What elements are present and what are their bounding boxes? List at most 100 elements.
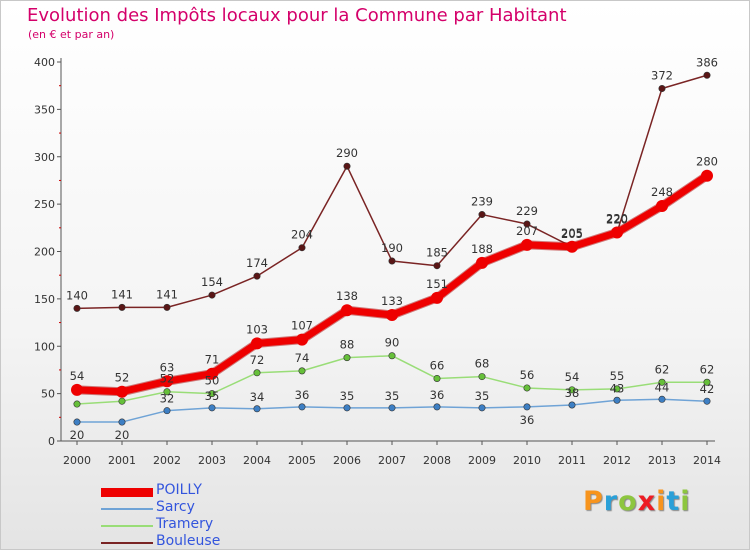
data-point-tramery xyxy=(163,388,171,396)
y-tick-label: 100 xyxy=(34,340,55,353)
data-point-tramery xyxy=(208,390,216,398)
data-label-tramery: 90 xyxy=(385,336,400,350)
x-tick-label: 2008 xyxy=(423,454,451,467)
data-label-tramery: 55 xyxy=(610,369,625,383)
series-line-bouleuse xyxy=(76,74,708,310)
x-tick-label: 2002 xyxy=(153,454,181,467)
data-label-sarcy: 36 xyxy=(520,413,535,427)
data-label-poilly: 188 xyxy=(471,242,493,256)
y-tick-label: 50 xyxy=(41,388,55,401)
data-label-bouleuse: 220 xyxy=(606,213,628,227)
data-point-sarcy xyxy=(253,405,261,413)
data-label-poilly: 248 xyxy=(651,185,673,199)
data-point-tramery xyxy=(298,367,306,375)
logo-letter: i xyxy=(656,486,667,517)
data-label-poilly: 138 xyxy=(336,289,358,303)
data-point-tramery xyxy=(478,373,486,381)
data-point-sarcy xyxy=(433,403,441,411)
data-point-bouleuse xyxy=(118,303,126,311)
data-point-poilly xyxy=(161,375,173,388)
legend-swatch xyxy=(101,542,153,544)
data-label-bouleuse: 239 xyxy=(471,195,493,209)
data-point-poilly xyxy=(206,367,218,380)
x-tick-label: 2010 xyxy=(513,454,541,467)
logo-letter: o xyxy=(618,486,638,517)
data-label-bouleuse: 372 xyxy=(651,69,673,83)
data-label-sarcy: 35 xyxy=(475,389,490,403)
data-label-sarcy: 20 xyxy=(70,428,85,442)
x-tick-label: 2009 xyxy=(468,454,496,467)
data-point-sarcy xyxy=(568,401,576,409)
y-tick-label: 350 xyxy=(34,103,55,116)
data-point-tramery xyxy=(523,384,531,392)
data-label-sarcy: 35 xyxy=(205,389,220,403)
data-point-bouleuse xyxy=(163,303,171,311)
data-label-poilly: 107 xyxy=(291,319,313,333)
data-point-tramery xyxy=(433,374,441,382)
data-point-poilly xyxy=(701,169,713,182)
data-label-tramery: 52 xyxy=(160,372,175,386)
y-tick-label: 0 xyxy=(48,435,55,448)
data-label-poilly: 71 xyxy=(205,353,220,367)
data-label-sarcy: 34 xyxy=(250,390,265,404)
data-point-sarcy xyxy=(298,403,306,411)
logo-letter: t xyxy=(666,486,681,517)
data-label-tramery: 68 xyxy=(475,357,490,371)
data-point-sarcy xyxy=(208,404,216,412)
data-label-bouleuse: 386 xyxy=(696,55,718,69)
legend-label: Sarcy xyxy=(156,499,195,515)
legend-label: Bouleuse xyxy=(156,533,221,549)
data-point-poilly xyxy=(566,240,578,253)
data-label-bouleuse: 190 xyxy=(381,241,403,255)
data-point-poilly xyxy=(476,256,488,269)
data-point-bouleuse xyxy=(703,71,711,79)
x-tick-label: 2000 xyxy=(63,454,91,467)
data-label-bouleuse: 185 xyxy=(426,246,448,260)
data-label-poilly: 52 xyxy=(115,371,130,385)
data-label-sarcy: 36 xyxy=(430,388,445,402)
data-point-sarcy xyxy=(163,407,171,415)
chart-title: Evolution des Impôts locaux pour la Comm… xyxy=(27,5,567,26)
data-label-tramery: 88 xyxy=(340,338,355,352)
data-label-bouleuse: 229 xyxy=(516,204,538,218)
data-point-poilly xyxy=(296,333,308,346)
data-label-sarcy: 35 xyxy=(340,389,355,403)
legend-label: Tramery xyxy=(156,516,214,532)
data-label-bouleuse: 290 xyxy=(336,146,358,160)
y-tick-label: 250 xyxy=(34,198,55,211)
data-label-poilly: 207 xyxy=(516,224,538,238)
legend-swatch xyxy=(101,508,153,510)
data-point-poilly xyxy=(611,226,623,239)
data-point-sarcy xyxy=(73,418,81,426)
data-label-tramery: 62 xyxy=(655,362,670,376)
logo-letter: r xyxy=(603,486,619,517)
data-point-tramery xyxy=(388,352,396,360)
data-label-poilly: 54 xyxy=(70,369,85,383)
data-point-sarcy xyxy=(478,404,486,412)
data-label-poilly: 151 xyxy=(426,277,448,291)
data-label-poilly: 133 xyxy=(381,294,403,308)
data-point-tramery xyxy=(658,378,666,386)
logo-letter: x xyxy=(637,486,657,517)
x-tick-label: 2004 xyxy=(243,454,271,467)
data-label-bouleuse: 141 xyxy=(156,287,178,301)
data-point-bouleuse xyxy=(253,272,261,280)
x-tick-label: 2003 xyxy=(198,454,226,467)
data-label-bouleuse: 140 xyxy=(66,288,88,302)
proxiti-logo: Proxiti xyxy=(583,486,691,517)
x-tick-label: 2006 xyxy=(333,454,361,467)
data-point-sarcy xyxy=(118,418,126,426)
data-label-poilly: 103 xyxy=(246,322,268,336)
data-point-bouleuse xyxy=(433,262,441,270)
data-label-poilly: 205 xyxy=(561,226,583,240)
data-point-bouleuse xyxy=(73,304,81,312)
data-point-tramery xyxy=(253,369,261,377)
x-tick-label: 2001 xyxy=(108,454,136,467)
x-tick-label: 2007 xyxy=(378,454,406,467)
data-point-bouleuse xyxy=(208,291,216,299)
data-label-tramery: 56 xyxy=(520,368,535,382)
data-point-poilly xyxy=(116,385,128,398)
data-point-sarcy xyxy=(388,404,396,412)
